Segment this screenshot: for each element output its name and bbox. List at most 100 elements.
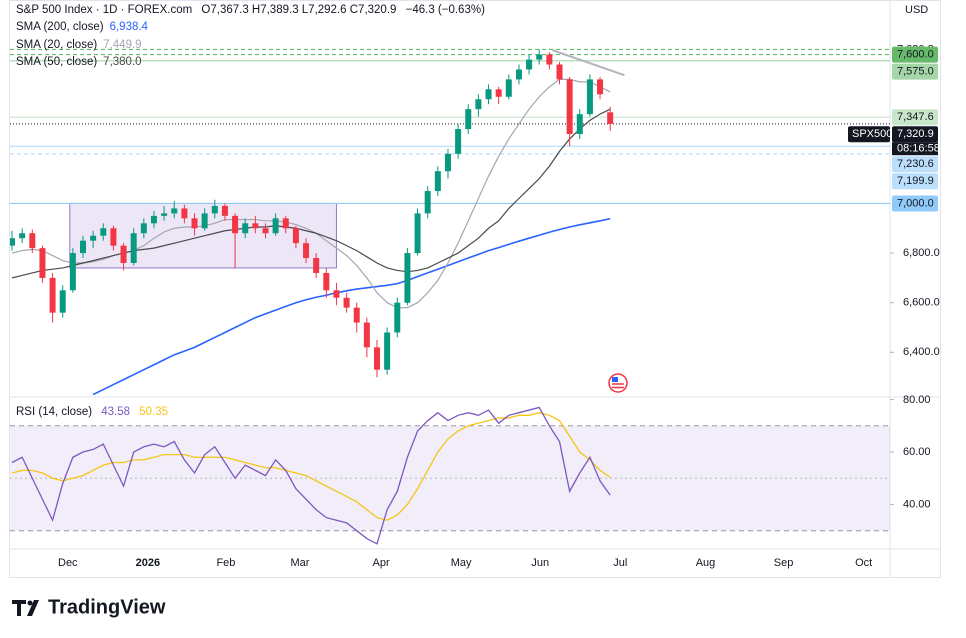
chart-frame [9,0,941,578]
candle-body [526,59,533,70]
brand-logo [12,600,39,616]
sma-legend: SMA (50, close) 7,380.0 [16,55,148,69]
x-tick-label: Jul [613,557,627,569]
candle-body [536,54,543,60]
x-tick-label: Apr [372,557,389,569]
candle-body [90,235,97,241]
symbol-tag: SPX500 [852,128,892,140]
rsi-tick-label: 60.00 [903,446,931,458]
candle-body [404,253,411,303]
x-tick-label: Jun [531,557,549,569]
price-label-box [892,109,938,126]
candle-body [303,243,310,259]
price-label: 7,000.0 [897,197,934,209]
candle-body [566,79,573,134]
sma-name: SMA (20, close) [16,38,98,51]
candle-body [424,191,431,214]
candle-body [597,79,604,95]
candle-body [201,213,208,229]
flag-icon [608,373,628,393]
candle-body [353,307,360,323]
candle-body [515,69,522,80]
rsi-tick-label: 80.00 [903,394,931,406]
x-tick-label: Oct [855,557,872,569]
y-tick-label: 6,400.0 [903,346,940,358]
candle-body [262,228,269,234]
sma-legend: SMA (20, close) 7,449.9 [16,38,148,52]
price-label: 7,347.6 [897,111,934,123]
price-label: 7,600.0 [897,48,934,60]
price-label: 7,320.9 [897,128,934,140]
price-label-box [892,195,938,212]
x-tick-label: 2026 [136,557,160,569]
sma-value: 6,938.4 [109,21,148,33]
candle-body [485,89,492,100]
candle-body [505,79,512,97]
price-label-box [892,173,938,190]
candle-body [59,290,66,313]
y-tick-label: 6,600.0 [903,297,940,309]
candle-body [211,205,218,214]
sma-name: SMA (50, close) [16,56,98,68]
candle-body [546,54,553,65]
candle-body [130,233,137,264]
sma-line [92,217,611,396]
candle-body [374,347,381,370]
rsi-name: RSI (14, close) [16,406,93,418]
price-label: 7,199.9 [897,175,934,187]
price-label-box [892,46,938,63]
candle-body [495,89,502,97]
candle-body [232,215,239,234]
candle-body [475,99,482,110]
rsi-legend: RSI (14, close) 43.58 50.35 [16,405,174,419]
countdown-box [892,142,938,156]
candle-body [150,215,157,224]
candle-body [607,112,614,124]
candle-body [181,208,188,219]
candle-body [576,114,583,134]
candle-body [363,322,370,348]
x-tick-label: Mar [290,557,309,569]
candle-body [394,302,401,333]
candle-body [323,272,330,291]
sma-name: SMA (200, close) [16,21,104,33]
sma-value: 7,380.0 [103,56,142,68]
candle-body [313,258,320,273]
price-label-box [892,126,938,143]
legend-header: S&P 500 Index · 1D · FOREX.com O7,367.3 … [16,3,491,17]
candle-body [333,290,340,298]
candle-body [414,213,421,254]
candle-body [465,109,472,130]
x-tick-label: May [451,557,472,569]
candle-body [10,238,16,246]
candle-body [69,253,76,291]
candle-body [100,228,107,236]
candle-body [252,223,259,229]
price-label: 7,230.6 [897,158,934,170]
candle-body [556,64,563,80]
candle-body [384,332,391,370]
trendline [552,49,625,77]
ohlc: O7,367.3 H7,389.3 L7,292.6 C7,320.9 [201,4,397,16]
currency: USD [905,4,928,16]
candle-body [120,245,127,264]
candle-body [161,213,168,216]
candle-body [49,277,56,313]
candle-body [455,129,462,154]
candle-body [282,218,289,229]
candle-body [79,240,86,254]
candle-body [171,208,178,214]
candle-body [586,79,593,115]
price-label: 7,575.0 [897,65,934,77]
candle-body [242,223,249,234]
change: −46.3 (−0.63%) [405,4,485,16]
price-label-box [892,156,938,173]
candle-body [221,205,228,216]
sma-legend: SMA (200, close) 6,938.4 [16,20,154,34]
price-label-box [892,63,938,80]
price-pane [10,48,890,396]
brand-name: TradingView [48,596,166,618]
x-tick-label: Dec [58,557,78,569]
